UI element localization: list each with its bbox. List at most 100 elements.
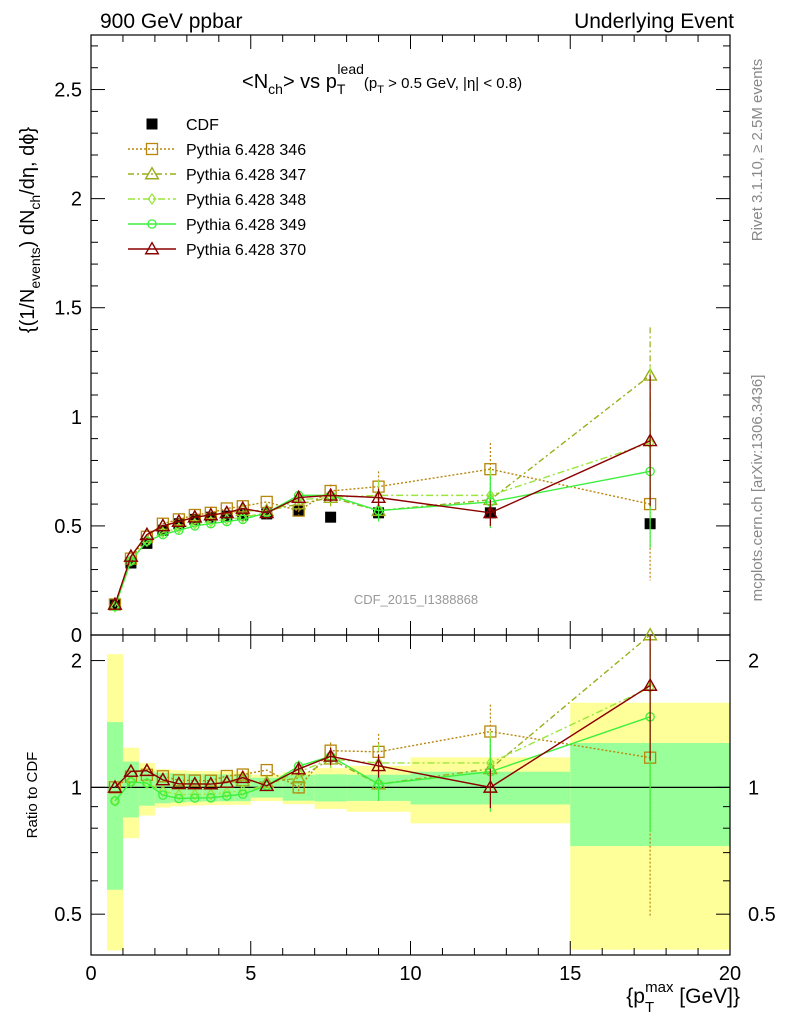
- header-right: Underlying Event: [574, 10, 734, 33]
- series-point-ratio: [110, 796, 120, 806]
- series-point-ratio: [291, 761, 307, 775]
- series-point-main: [219, 505, 235, 519]
- series-point-main: [155, 518, 171, 532]
- series-point-ratio: [222, 786, 232, 799]
- main-ylabel: {(1/Nevents) dNch/dη, dϕ}: [17, 127, 43, 334]
- series-point-ratio: [236, 768, 249, 781]
- series-p370: [107, 375, 658, 809]
- series-point-main: [110, 600, 120, 613]
- series-point-ratio: [174, 793, 184, 804]
- series-line-ratio: [114, 716, 651, 802]
- xlabel: {pTmax [GeV]}: [626, 979, 740, 1016]
- series-point-ratio: [238, 784, 248, 797]
- legend-label-cdf: CDF: [186, 117, 219, 134]
- plot-title: <Nch> vs pTlead(pT > 0.5 GeV, |η| < 0.8): [242, 61, 522, 97]
- legend-label-p349: Pythia 6.428 349: [186, 217, 306, 234]
- uncertainty-bands: [106, 654, 730, 951]
- legend-label-p347: Pythia 6.428 347: [186, 167, 306, 184]
- mcplots-label: mcplots.cern.ch [arXiv:1306.3436]: [749, 375, 766, 602]
- series-point-main: [482, 505, 498, 519]
- series-line-main: [114, 468, 651, 605]
- rivet-version-label: Rivet 3.1.10, ≥ 2.5M events: [749, 59, 766, 242]
- series-point-ratio: [142, 777, 152, 790]
- series-line-main: [114, 440, 651, 605]
- ratio-y-tick-label-right: 1: [748, 777, 759, 799]
- ratio-y-tick-label-right: 0.5: [748, 904, 776, 926]
- series-point-main: [139, 526, 155, 541]
- series-point-ratio: [203, 776, 219, 790]
- analysis-watermark: CDF_2015_I1388868: [354, 592, 478, 607]
- series-point-main: [373, 505, 384, 516]
- legend-label-p348: Pythia 6.428 348: [186, 192, 306, 209]
- series-point-ratio: [171, 776, 187, 790]
- series-point-ratio: [107, 779, 123, 793]
- x-tick-label: 5: [245, 963, 256, 985]
- series-point-main: [371, 489, 387, 503]
- legend: CDF Pythia 6.428 346 Pythia 6.428 347 Pythi…: [128, 117, 306, 259]
- series-point-ratio: [188, 774, 201, 787]
- series-point-ratio: [123, 763, 139, 777]
- series-point-ratio: [482, 779, 498, 793]
- series-point-ratio: [291, 770, 307, 784]
- main-y-tick-label: 1: [71, 407, 82, 429]
- legend-marker-p348: [147, 192, 157, 206]
- series-point-ratio: [190, 793, 200, 803]
- legend-label-p370: Pythia 6.428 370: [186, 242, 306, 259]
- legend-marker-p370: [144, 241, 160, 255]
- x-tick-label: 15: [559, 963, 581, 985]
- series-point-ratio: [237, 789, 248, 799]
- series-point-main: [187, 509, 203, 523]
- axis-ticks: 0 5 10 15 20 0.5 1 1.5 2 2.5 0 0.5 0.5 1 1 2 2: [54, 35, 776, 985]
- series-point-main: [291, 496, 307, 510]
- series-point-ratio: [642, 677, 658, 691]
- x-tick-label: 10: [399, 963, 421, 985]
- main-y-tick-label: 2.5: [54, 80, 82, 102]
- series-point-ratio: [187, 776, 203, 790]
- series-point-ratio: [222, 791, 232, 801]
- series-point-ratio: [373, 779, 384, 789]
- cdf-data-point: [141, 537, 153, 549]
- series-point-main: [237, 514, 248, 525]
- cdf-data-point: [325, 511, 337, 523]
- series-point-ratio: [323, 748, 339, 762]
- ratio-ylabel: Ratio to CDF: [24, 752, 41, 839]
- legend-marker-p346: [145, 142, 159, 156]
- legend-marker-p349: [147, 219, 157, 229]
- header-left: 900 GeV ppbar: [100, 10, 242, 33]
- main-y-tick-label: 0: [71, 625, 82, 647]
- series-point-ratio: [371, 758, 387, 772]
- series-point-ratio: [219, 774, 235, 788]
- series-point-ratio: [206, 788, 216, 801]
- series-point-main: [323, 487, 339, 501]
- series-point-main: [642, 433, 658, 447]
- legend-label-p346: Pythia 6.428 346: [186, 142, 306, 159]
- series-point-ratio: [142, 778, 152, 788]
- series-layer: [107, 327, 658, 918]
- ratio-y-tick-label-left: 0.5: [54, 904, 82, 926]
- series-point-ratio: [190, 788, 200, 801]
- series-point-ratio: [259, 774, 275, 788]
- series-point-main: [123, 548, 139, 562]
- legend-marker-p347: [144, 166, 160, 180]
- series-point-ratio: [158, 790, 168, 800]
- ratio-y-tick-label-left: 1: [71, 777, 82, 799]
- series-point-main: [107, 596, 123, 610]
- series-line-main: [114, 374, 651, 605]
- series-point-main: [259, 505, 275, 519]
- series-point-ratio: [172, 774, 186, 787]
- series-point-ratio: [110, 794, 120, 807]
- series-point-ratio: [235, 769, 251, 784]
- series-point-main: [126, 554, 136, 567]
- series-point-main: [171, 513, 187, 527]
- main-y-tick-label: 2: [71, 189, 82, 211]
- series-point-ratio: [126, 777, 136, 787]
- series-point-ratio: [204, 774, 217, 787]
- ratio-y-tick-label-right: 2: [748, 651, 759, 673]
- series-point-ratio: [155, 772, 171, 786]
- series-point-main: [203, 507, 219, 521]
- legend-marker-cdf: [146, 118, 158, 130]
- ratio-y-tick-label-left: 2: [71, 651, 82, 673]
- series-point-main: [235, 500, 251, 514]
- series-point-ratio: [126, 775, 136, 788]
